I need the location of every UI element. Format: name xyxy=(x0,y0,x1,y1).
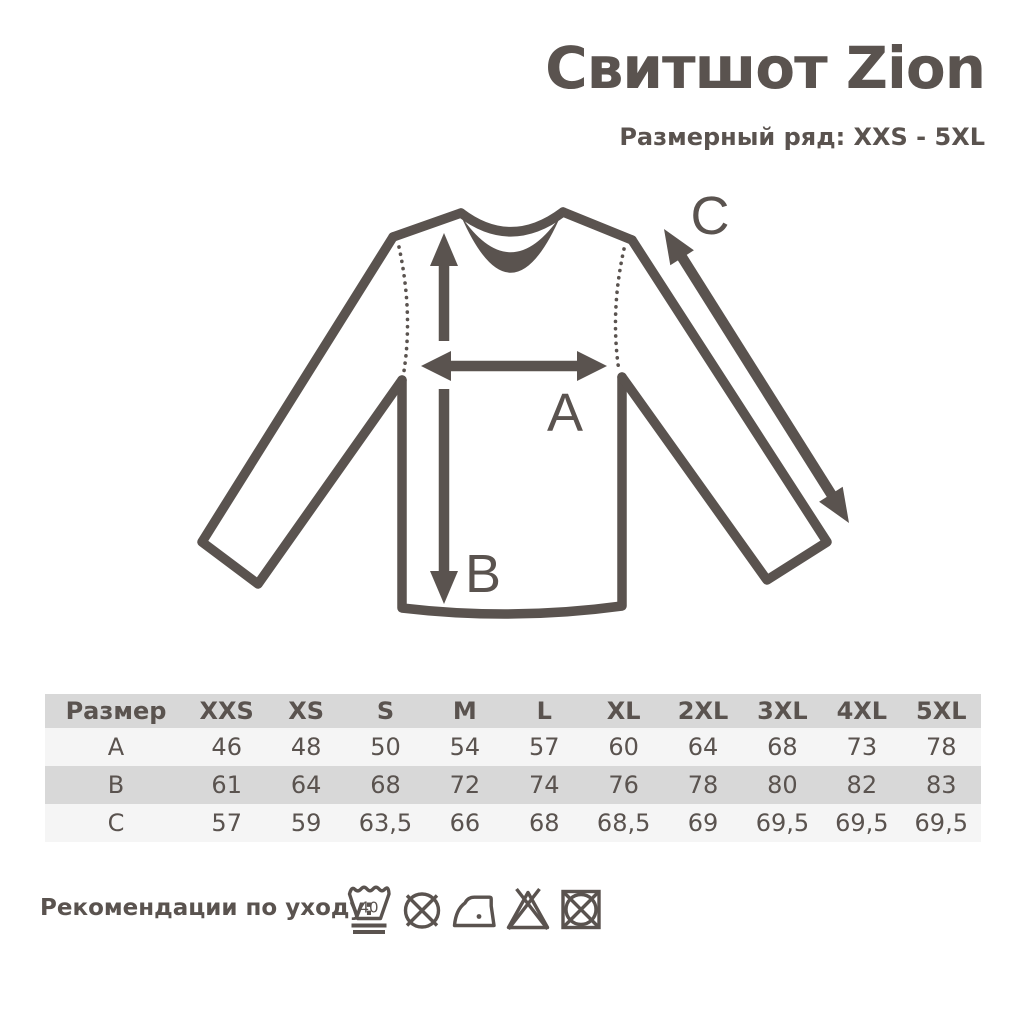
page-title: Свитшот Zion xyxy=(545,34,986,102)
value-cell: 69 xyxy=(687,809,719,837)
value-cell: 59 xyxy=(290,809,322,837)
value-cell: 82 xyxy=(846,771,878,799)
header-cell: XXS xyxy=(199,697,254,725)
collar-outer-arc xyxy=(456,207,568,237)
value-cell: 64 xyxy=(687,733,719,761)
collar-band xyxy=(461,215,561,273)
value-cell: 66 xyxy=(449,809,481,837)
row-label-cell: C xyxy=(107,809,125,837)
value-cell: 57 xyxy=(211,809,242,837)
header-cell: 5XL xyxy=(916,697,967,725)
value-cell: 61 xyxy=(211,771,242,799)
header-cell: S xyxy=(376,697,395,725)
left-armhole-seam xyxy=(397,245,410,373)
value-cell: 69,5 xyxy=(835,809,889,837)
header-cell: XL xyxy=(606,697,641,725)
value-cell: 63,5 xyxy=(358,809,413,837)
value-cell: 68 xyxy=(767,733,798,761)
value-cell: 57 xyxy=(528,733,560,761)
right-armhole-seam xyxy=(613,247,626,373)
value-cell: 48 xyxy=(290,733,322,761)
value-cell: 76 xyxy=(608,771,639,799)
left-sleeve-outline xyxy=(197,232,407,589)
value-cell: 54 xyxy=(449,733,481,761)
row-label-cell: B xyxy=(107,771,125,799)
value-cell: 80 xyxy=(767,771,798,799)
value-cell: 68 xyxy=(370,771,401,799)
wash-temperature-label: 40 xyxy=(359,899,378,917)
measurement-arrows: A B C xyxy=(421,186,849,604)
sweatshirt-left-sleeve xyxy=(202,237,402,584)
size-table-header-row: Размер XXS XS S M L XL 2XL 3XL 4XL 5XL xyxy=(45,694,981,728)
value-cell: 83 xyxy=(925,771,957,799)
measurement-label-c: C xyxy=(691,186,730,246)
value-cell: 68,5 xyxy=(596,809,651,837)
body-sides-and-hem xyxy=(397,372,627,619)
header-cell: 4XL xyxy=(836,697,888,725)
sweatshirt-right-sleeve xyxy=(622,240,827,580)
value-cell: 64 xyxy=(290,771,322,799)
header-cell: 2XL xyxy=(677,697,729,725)
wash-40-icon: 40 xyxy=(347,885,391,934)
do-not-tumble-dry-icon xyxy=(561,889,601,930)
size-table-row-b: B 61 64 68 72 74 76 78 80 82 83 xyxy=(45,766,981,804)
size-table-row-a: A 46 48 50 54 57 60 64 68 73 78 xyxy=(45,728,981,766)
arrow-b-head-top xyxy=(430,233,458,266)
value-cell: 78 xyxy=(925,733,957,761)
value-cell: 72 xyxy=(449,771,481,799)
header-cell-size: Размер xyxy=(65,697,167,725)
left-shoulder-line xyxy=(388,208,466,242)
arrow-a-head-right xyxy=(577,351,607,381)
header-cell: XS xyxy=(288,697,324,725)
value-cell: 69,5 xyxy=(755,809,810,837)
value-cell: 50 xyxy=(370,733,401,761)
arrow-a-head-left xyxy=(421,351,451,381)
sweatshirt-body xyxy=(393,212,632,617)
measurement-label-b: B xyxy=(465,544,501,604)
care-recommendations-label: Рекомендации по уходу: xyxy=(40,895,374,921)
size-table-row-c: C 57 59 63,5 66 68 68,5 69 69,5 69,5 69,… xyxy=(45,804,981,842)
header-cell: 3XL xyxy=(757,697,808,725)
arrow-b-head-bottom xyxy=(430,571,458,604)
arrow-c-head-top xyxy=(664,229,694,266)
arrow-c-head-bottom xyxy=(819,486,849,523)
size-table: Размер XXS XS S M L XL 2XL 3XL 4XL 5XL A… xyxy=(45,694,981,842)
value-cell: 46 xyxy=(211,733,242,761)
value-cell: 73 xyxy=(846,733,878,761)
iron-low-heat-icon xyxy=(452,895,496,928)
measurement-label-a: A xyxy=(547,383,583,443)
do-not-dry-clean-icon xyxy=(403,892,441,929)
row-label-cell: A xyxy=(107,733,125,761)
value-cell: 68 xyxy=(528,809,560,837)
care-icons: 40 xyxy=(346,882,604,940)
right-shoulder-line xyxy=(558,207,637,245)
header-cell: L xyxy=(536,697,552,725)
header-cell: M xyxy=(452,697,477,725)
do-not-bleach-icon xyxy=(506,887,550,931)
right-sleeve-outline xyxy=(617,235,832,585)
value-cell: 74 xyxy=(528,771,560,799)
value-cell: 78 xyxy=(687,771,719,799)
arrow-c-shaft xyxy=(675,251,838,500)
value-cell: 69,5 xyxy=(914,809,968,837)
value-cell: 60 xyxy=(608,733,639,761)
page-subtitle: Размерный ряд: XXS - 5XL xyxy=(619,123,985,151)
